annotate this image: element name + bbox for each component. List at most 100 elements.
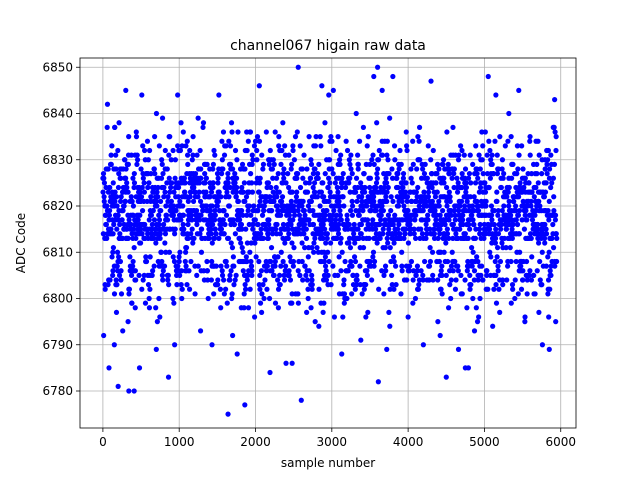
data-point [278, 249, 284, 255]
data-point [477, 231, 483, 237]
data-point [111, 291, 118, 297]
data-point [476, 152, 482, 158]
data-point [516, 152, 522, 158]
data-point [152, 171, 158, 177]
data-point [524, 217, 530, 223]
data-point [175, 263, 181, 269]
data-point [437, 212, 443, 218]
data-point [150, 189, 157, 195]
data-point [148, 194, 154, 200]
data-point [130, 203, 137, 209]
data-point [374, 240, 380, 246]
data-point [246, 203, 252, 209]
data-point [380, 208, 386, 214]
data-point [283, 180, 289, 186]
data-point [154, 319, 160, 325]
data-point [124, 184, 130, 191]
data-point [165, 194, 171, 200]
data-point [159, 272, 166, 278]
data-point [160, 171, 166, 177]
data-point [387, 115, 393, 121]
data-point [221, 152, 228, 158]
data-point [304, 166, 310, 172]
data-point [273, 226, 279, 232]
data-point [545, 208, 551, 214]
data-point [113, 277, 119, 283]
data-point [312, 235, 318, 241]
data-point [198, 166, 204, 172]
data-point [269, 166, 276, 172]
data-point [268, 184, 274, 191]
data-point [176, 254, 182, 260]
data-point [338, 184, 345, 191]
data-point [441, 180, 447, 186]
data-point [105, 166, 111, 172]
data-point [346, 157, 352, 163]
data-point [320, 180, 326, 186]
data-point [238, 240, 244, 246]
data-point [240, 212, 246, 218]
data-point [495, 231, 502, 237]
data-point [405, 240, 412, 246]
data-point [416, 282, 422, 288]
data-point [351, 221, 357, 228]
data-point [101, 332, 107, 339]
data-point [371, 194, 377, 200]
data-point [346, 221, 352, 228]
data-point [257, 272, 263, 278]
data-point [171, 203, 177, 209]
data-point [177, 249, 183, 255]
data-point [274, 194, 280, 200]
data-point [325, 272, 331, 278]
data-point [322, 171, 328, 177]
data-point [125, 161, 131, 167]
data-point [404, 194, 411, 200]
data-point [547, 268, 553, 274]
data-point [270, 189, 276, 195]
data-point [450, 221, 457, 228]
data-point [251, 314, 258, 320]
data-point [212, 226, 218, 232]
data-point [521, 226, 528, 232]
data-point [139, 208, 146, 214]
data-point [339, 249, 345, 255]
data-point [163, 203, 169, 209]
data-point [489, 152, 495, 158]
data-point [429, 171, 435, 177]
data-point [275, 286, 282, 292]
data-point [259, 152, 265, 158]
data-point [195, 194, 201, 200]
data-point [468, 282, 474, 288]
data-point [552, 263, 558, 269]
data-point [189, 226, 195, 232]
data-point [251, 143, 258, 149]
data-point [281, 175, 287, 181]
data-point [283, 360, 289, 366]
data-point [447, 198, 453, 204]
data-point [349, 291, 355, 297]
data-point [425, 143, 431, 149]
data-point [454, 189, 461, 195]
data-point [213, 263, 219, 269]
data-point [387, 245, 393, 251]
data-point [384, 346, 390, 352]
data-point [528, 198, 534, 204]
data-point [419, 231, 426, 237]
data-point [243, 254, 249, 260]
data-point [509, 226, 515, 232]
data-point [306, 217, 312, 223]
data-point [154, 203, 160, 209]
data-point [324, 235, 330, 241]
data-point [337, 212, 343, 218]
data-point [234, 157, 240, 163]
data-point [545, 277, 552, 283]
data-point [221, 208, 227, 214]
data-point [514, 143, 521, 149]
data-point [386, 171, 392, 177]
data-point [354, 277, 360, 283]
data-point [277, 282, 283, 288]
data-point [446, 235, 452, 241]
data-point [521, 184, 527, 191]
data-point [407, 263, 413, 269]
data-point [528, 203, 534, 209]
